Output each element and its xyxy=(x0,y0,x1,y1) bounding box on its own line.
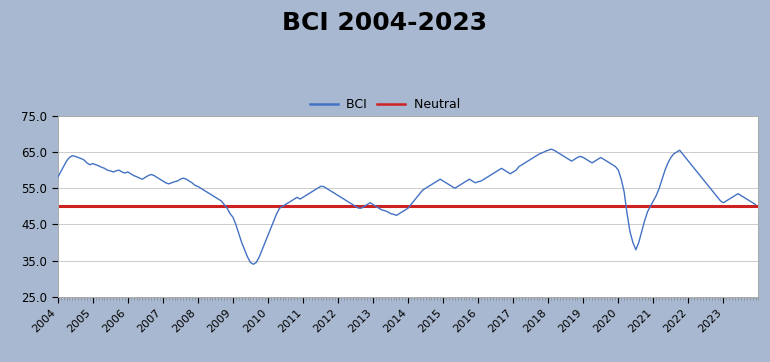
Text: BCI 2004-2023: BCI 2004-2023 xyxy=(283,11,487,35)
Legend:  BCI,  Neutral: BCI, Neutral xyxy=(305,93,465,116)
